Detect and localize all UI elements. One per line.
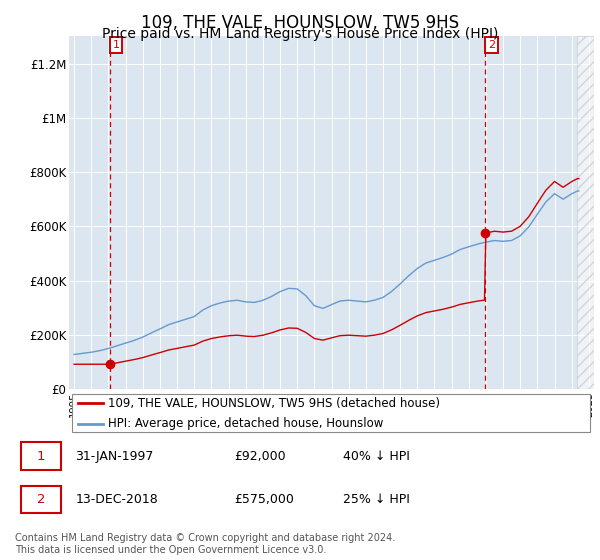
Text: 109, THE VALE, HOUNSLOW, TW5 9HS: 109, THE VALE, HOUNSLOW, TW5 9HS [141, 14, 459, 32]
Text: 1: 1 [112, 40, 119, 50]
Text: 31-JAN-1997: 31-JAN-1997 [76, 450, 154, 463]
Text: 40% ↓ HPI: 40% ↓ HPI [343, 450, 410, 463]
Text: Price paid vs. HM Land Registry's House Price Index (HPI): Price paid vs. HM Land Registry's House … [102, 27, 498, 41]
Text: 1: 1 [37, 450, 45, 463]
Text: 109, THE VALE, HOUNSLOW, TW5 9HS (detached house): 109, THE VALE, HOUNSLOW, TW5 9HS (detach… [109, 397, 440, 410]
FancyBboxPatch shape [21, 442, 61, 470]
Text: 13-DEC-2018: 13-DEC-2018 [76, 493, 158, 506]
Bar [577, 36, 594, 389]
FancyBboxPatch shape [21, 486, 61, 514]
FancyBboxPatch shape [71, 394, 590, 432]
Text: HPI: Average price, detached house, Hounslow: HPI: Average price, detached house, Houn… [109, 417, 384, 430]
Text: £92,000: £92,000 [234, 450, 286, 463]
Text: 2: 2 [488, 40, 495, 50]
Text: 2: 2 [37, 493, 45, 506]
Text: Contains HM Land Registry data © Crown copyright and database right 2024.
This d: Contains HM Land Registry data © Crown c… [15, 533, 395, 555]
Text: £575,000: £575,000 [234, 493, 294, 506]
Text: 25% ↓ HPI: 25% ↓ HPI [343, 493, 410, 506]
